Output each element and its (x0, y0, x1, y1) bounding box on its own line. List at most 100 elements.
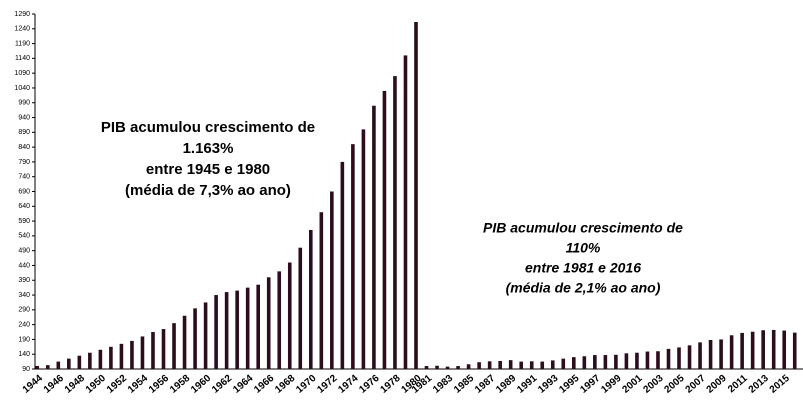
y-tick-label: 90 (22, 366, 30, 373)
y-tick-label: 1140 (15, 55, 30, 62)
annotation: 1.163% (183, 140, 234, 157)
y-tick-label: 290 (18, 307, 30, 314)
bar (287, 262, 292, 369)
bar (540, 361, 545, 369)
y-tick-label: 440 (18, 262, 30, 269)
bar (382, 90, 387, 370)
x-tick-label: 1958 (168, 373, 192, 396)
x-tick-label: 1991 (515, 373, 539, 396)
bar (456, 366, 460, 369)
x-tick-label: 2007 (684, 373, 708, 396)
x-tick-label: 1956 (147, 373, 171, 396)
bar (498, 361, 502, 369)
x-tick-label: 1966 (252, 373, 276, 396)
y-tick-label: 690 (18, 188, 30, 195)
x-tick-label: 2011 (726, 373, 750, 396)
annotation: 110% (566, 240, 601, 256)
bar (235, 290, 239, 369)
y-tick-label: 1090 (14, 70, 30, 77)
bar (487, 361, 492, 369)
x-tick-label: 1993 (536, 373, 560, 396)
bar (719, 339, 723, 369)
x-tick-label: 2013 (747, 373, 771, 396)
bar (351, 144, 355, 369)
annotation: PIB acumulou crescimento de (101, 119, 315, 136)
x-tick-label: 1976 (357, 373, 381, 396)
bar (477, 362, 481, 369)
y-tick-label: 840 (18, 144, 30, 151)
bar (403, 55, 408, 370)
bar (119, 343, 124, 369)
x-tick-label: 1944 (21, 373, 45, 396)
y-tick-label: 190 (18, 336, 30, 343)
y-tick-label: 740 (18, 174, 30, 181)
bar (182, 315, 187, 369)
bar (98, 349, 103, 369)
x-tick-label: 1948 (63, 373, 87, 396)
bar (445, 366, 450, 369)
bar (340, 161, 345, 369)
x-tick-label: 1997 (578, 373, 602, 396)
bar (140, 336, 145, 369)
bar (750, 331, 755, 369)
x-tick-label: 1964 (231, 373, 255, 396)
bar (109, 346, 113, 369)
bar (666, 348, 671, 369)
bar (414, 21, 418, 370)
annotation: entre 1981 e 2016 (525, 260, 641, 276)
bar (561, 358, 566, 369)
x-tick-label: 1946 (42, 373, 66, 396)
bar (172, 323, 176, 369)
bar (729, 335, 734, 369)
bar (161, 329, 166, 369)
bar (593, 355, 597, 369)
y-tick-label: 590 (18, 218, 30, 225)
x-tick-label: 2003 (641, 373, 665, 396)
bar (761, 330, 765, 369)
y-tick-label: 540 (18, 233, 30, 240)
bar (393, 76, 397, 369)
bar (277, 271, 282, 369)
y-tick-label: 140 (18, 351, 30, 358)
bar (771, 329, 776, 369)
bar (308, 229, 313, 369)
bar (203, 302, 208, 369)
x-tick-label: 1962 (210, 373, 234, 396)
bar (67, 358, 71, 369)
bar (614, 354, 618, 369)
bar (645, 351, 650, 369)
y-tick-label: 640 (18, 203, 30, 210)
x-tick-label: 1954 (126, 373, 150, 396)
x-tick-label: 1974 (336, 373, 360, 396)
x-tick-label: 1952 (105, 373, 129, 396)
bar (529, 361, 534, 369)
bar (792, 332, 797, 369)
x-tick-label: 1983 (431, 373, 455, 396)
annotation: (média de 2,1% ao ano) (506, 280, 661, 296)
y-tick-label: 1040 (14, 85, 30, 92)
x-tick-label: 1989 (494, 373, 518, 396)
bar (572, 357, 576, 369)
bar (88, 352, 92, 369)
bar (698, 342, 702, 369)
x-tick-label: 1999 (599, 373, 623, 396)
bar (519, 361, 524, 369)
bar (130, 340, 134, 369)
bar (245, 287, 250, 369)
x-tick-label: 2005 (663, 373, 687, 396)
bar (624, 353, 629, 369)
y-tick-label: 990 (18, 100, 30, 107)
x-tick-label: 1985 (452, 373, 476, 396)
bar (677, 347, 681, 369)
y-tick-label: 790 (18, 159, 30, 166)
bar (740, 332, 744, 369)
bar (319, 212, 324, 369)
bar (214, 295, 218, 369)
bar (782, 330, 787, 369)
bar (266, 277, 271, 369)
y-tick-label: 1290 (14, 11, 30, 18)
bar (224, 292, 229, 369)
bar (56, 361, 61, 369)
y-tick-label: 1190 (15, 40, 30, 47)
x-tick-label: 2009 (705, 373, 729, 396)
